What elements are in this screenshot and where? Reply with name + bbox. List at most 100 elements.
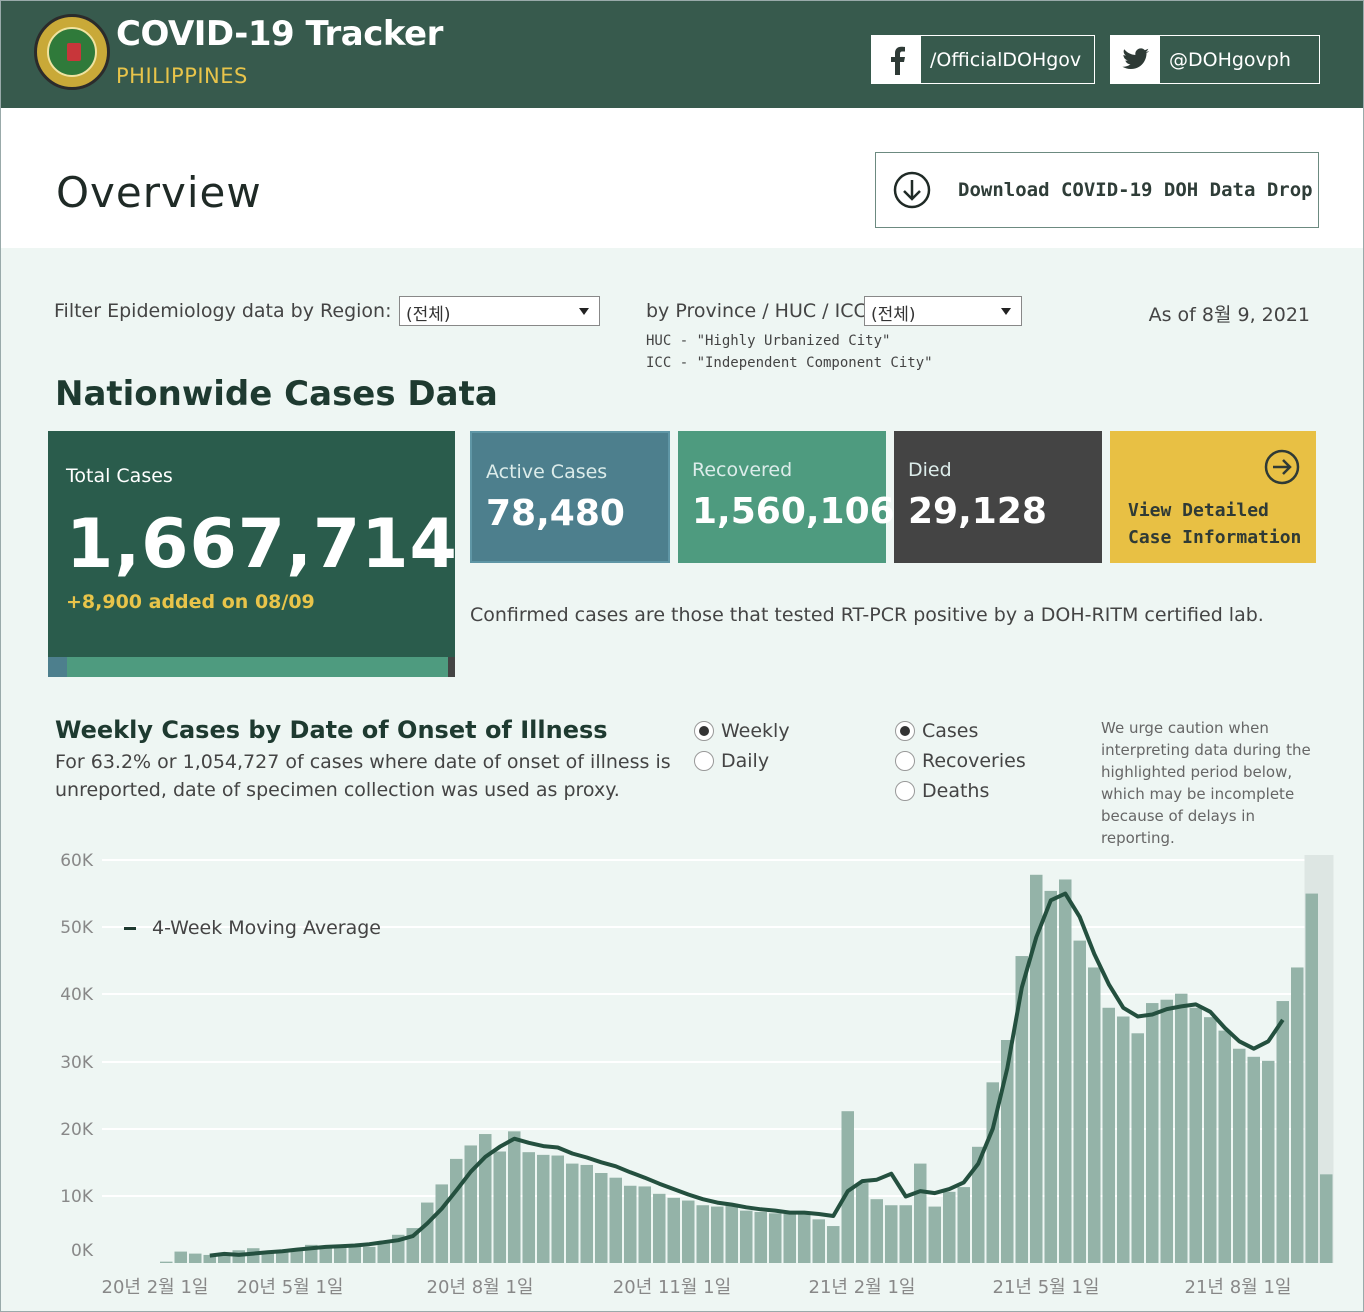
- bar: [827, 1226, 840, 1263]
- bar: [696, 1205, 709, 1263]
- bar: [566, 1163, 579, 1263]
- bar: [464, 1145, 477, 1263]
- bar: [1233, 1048, 1246, 1263]
- bar: [479, 1134, 492, 1263]
- bar: [1030, 874, 1043, 1263]
- bar: [1102, 1007, 1115, 1263]
- bar: [1262, 1060, 1275, 1263]
- chevron-down-icon: [579, 308, 589, 315]
- bar: [1146, 1003, 1159, 1263]
- bar: [624, 1185, 637, 1263]
- region-select[interactable]: (전체): [399, 296, 600, 326]
- y-tick-label: 30K: [60, 1053, 94, 1073]
- total-cases-card: Total Cases 1,667,714 +8,900 added on 08…: [48, 431, 457, 677]
- download-data-drop-button[interactable]: Download COVID-19 DOH Data Drop: [875, 152, 1319, 228]
- twitter-handle: @DOHgovph: [1169, 48, 1291, 71]
- bar: [421, 1202, 434, 1263]
- radio-daily[interactable]: Daily: [694, 750, 769, 772]
- confirmed-definition-note: Confirmed cases are those that tested RT…: [470, 604, 1264, 626]
- died-value: 29,128: [908, 491, 1047, 532]
- x-tick-label: 20년 11월 1일: [613, 1277, 731, 1298]
- app-subtitle: PHILIPPINES: [116, 64, 248, 88]
- bar: [319, 1248, 332, 1263]
- bar: [435, 1184, 448, 1263]
- radio-unselected-icon: [694, 751, 714, 771]
- bar: [174, 1251, 187, 1263]
- bar: [1291, 967, 1304, 1263]
- as-of-date: As of 8월 9, 2021: [1148, 304, 1310, 326]
- bar: [1001, 1040, 1014, 1263]
- bar: [986, 1082, 999, 1263]
- detail-line-1: View Detailed: [1128, 500, 1269, 521]
- bar: [580, 1164, 593, 1263]
- bar: [493, 1151, 506, 1263]
- bar: [276, 1251, 289, 1263]
- bar: [189, 1253, 202, 1263]
- bar: [1276, 1001, 1289, 1263]
- download-circle-icon: [893, 171, 931, 209]
- bar: [972, 1146, 985, 1263]
- bar: [1247, 1056, 1260, 1263]
- composition-active-segment: [48, 657, 68, 677]
- recovered-value: 1,560,106: [692, 491, 895, 532]
- x-tick-label: 21년 8월 1일: [1185, 1277, 1292, 1298]
- radio-deaths[interactable]: Deaths: [895, 780, 989, 802]
- bar: [754, 1211, 767, 1263]
- radio-weekly[interactable]: Weekly: [694, 720, 790, 742]
- app-title: COVID-19 Tracker: [116, 14, 443, 54]
- radio-deaths-label: Deaths: [922, 780, 990, 802]
- bar: [1160, 999, 1173, 1263]
- active-cases-label: Active Cases: [486, 461, 608, 483]
- bar: [725, 1203, 738, 1263]
- active-cases-value: 78,480: [486, 493, 625, 534]
- weekly-chart-description: For 63.2% or 1,054,727 of cases where da…: [55, 751, 671, 801]
- arrow-right-circle-icon: [1264, 449, 1300, 485]
- x-tick-label: 20년 5월 1일: [237, 1277, 344, 1298]
- bar: [653, 1193, 666, 1263]
- bar: [348, 1246, 361, 1263]
- bar: [160, 1261, 173, 1263]
- bar: [1204, 1017, 1217, 1263]
- twitter-link[interactable]: @DOHgovph: [1110, 35, 1320, 84]
- bar: [1320, 1174, 1333, 1263]
- bar: [508, 1131, 521, 1263]
- y-tick-label: 50K: [60, 918, 94, 938]
- region-select-value: (전체): [406, 305, 451, 325]
- died-card: Died 29,128: [894, 431, 1102, 563]
- radio-daily-label: Daily: [721, 750, 770, 772]
- bar: [1131, 1033, 1144, 1263]
- caution-note: We urge caution when interpreting data d…: [1101, 719, 1311, 847]
- radio-selected-icon: [895, 721, 915, 741]
- radio-recoveries[interactable]: Recoveries: [895, 750, 1026, 772]
- bar: [1015, 956, 1028, 1263]
- radio-cases[interactable]: Cases: [895, 720, 978, 742]
- bar: [914, 1163, 927, 1263]
- bar: [899, 1205, 912, 1263]
- bar: [363, 1246, 376, 1263]
- moving-average-line: [209, 891, 1285, 1258]
- view-detailed-case-button[interactable]: View Detailed Case Information: [1110, 431, 1316, 563]
- bar: [1305, 893, 1318, 1263]
- bar: [856, 1183, 869, 1263]
- province-select[interactable]: (전체): [864, 296, 1022, 326]
- province-filter-label: by Province / HUC / ICC:: [646, 300, 874, 322]
- x-tick-label: 21년 5월 1일: [993, 1277, 1100, 1298]
- bar: [1175, 993, 1188, 1263]
- province-select-value: (전체): [871, 305, 916, 325]
- facebook-link[interactable]: /OfficialDOHgov: [871, 35, 1095, 84]
- y-tick-label: 0K: [71, 1241, 94, 1261]
- radio-selected-icon: [694, 721, 714, 741]
- bar: [928, 1206, 941, 1263]
- bar: [1088, 967, 1101, 1263]
- doh-seal-logo: [34, 14, 110, 90]
- bar: [841, 1111, 854, 1263]
- bar: [1117, 1016, 1130, 1263]
- bar: [798, 1212, 811, 1263]
- y-tick-label: 60K: [60, 851, 94, 871]
- y-tick-label: 20K: [60, 1120, 94, 1140]
- died-label: Died: [908, 459, 952, 481]
- bar: [1189, 1007, 1202, 1263]
- top-bar: COVID-19 Tracker PHILIPPINES /OfficialDO…: [0, 0, 1364, 108]
- bar: [334, 1244, 347, 1263]
- bar: [783, 1213, 796, 1263]
